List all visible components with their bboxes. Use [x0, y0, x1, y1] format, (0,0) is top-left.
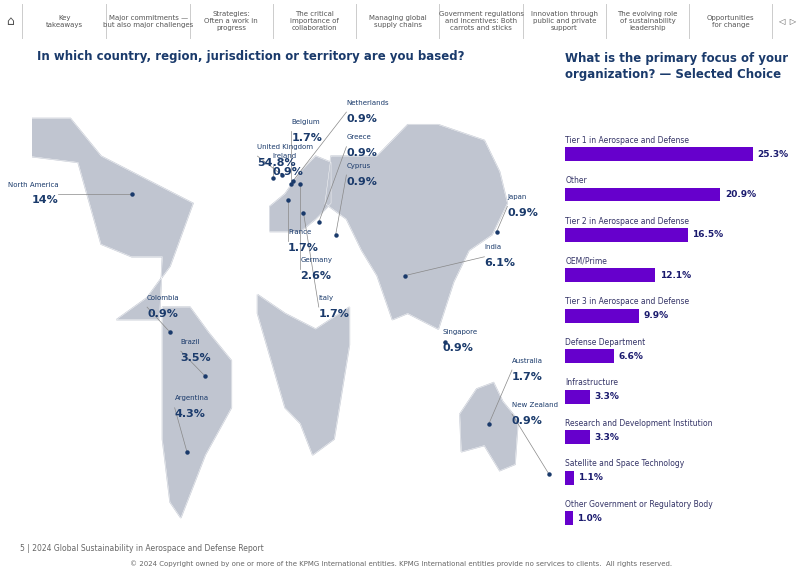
Text: Research and Development Institution: Research and Development Institution: [565, 419, 713, 428]
Text: Infrastructure: Infrastructure: [565, 378, 618, 387]
Text: 1.7%: 1.7%: [291, 133, 322, 142]
Text: 54.8%: 54.8%: [257, 158, 296, 168]
Text: In which country, region, jurisdiction or territory are you based?: In which country, region, jurisdiction o…: [37, 50, 465, 63]
Text: 0.9%: 0.9%: [273, 167, 304, 177]
Polygon shape: [325, 125, 508, 329]
Polygon shape: [460, 383, 518, 471]
Text: India: India: [484, 244, 501, 251]
Bar: [565, 430, 589, 444]
Text: Singapore: Singapore: [443, 329, 478, 336]
Text: 6.6%: 6.6%: [619, 352, 644, 361]
Text: Japan: Japan: [508, 194, 527, 200]
Bar: [565, 147, 753, 161]
Text: 20.9%: 20.9%: [725, 190, 756, 199]
Text: Greece: Greece: [346, 134, 371, 141]
Text: 3.3%: 3.3%: [594, 392, 619, 401]
Text: 2.6%: 2.6%: [301, 271, 331, 281]
Text: 12.1%: 12.1%: [659, 271, 691, 280]
Text: 3.3%: 3.3%: [594, 433, 619, 442]
Text: 0.9%: 0.9%: [346, 176, 377, 187]
Text: 5 | 2024 Global Sustainability in Aerospace and Defense Report: 5 | 2024 Global Sustainability in Aerosp…: [20, 544, 264, 553]
Bar: [565, 471, 573, 485]
Text: Innovation through
public and private
support: Innovation through public and private su…: [531, 11, 597, 31]
Polygon shape: [163, 307, 232, 518]
Bar: [565, 188, 720, 201]
Text: Defense Department: Defense Department: [565, 338, 646, 347]
Text: Tier 3 in Aerospace and Defense: Tier 3 in Aerospace and Defense: [565, 298, 690, 306]
Text: 4.3%: 4.3%: [175, 409, 205, 420]
Text: Government regulations
and incentives: Both
carrots and sticks: Government regulations and incentives: B…: [439, 11, 524, 31]
Text: Australia: Australia: [512, 358, 543, 364]
Bar: [565, 390, 589, 404]
Text: The evolving role
of sustainability
leadership: The evolving role of sustainability lead…: [618, 11, 678, 31]
Polygon shape: [257, 294, 350, 455]
Text: Tier 2 in Aerospace and Defense: Tier 2 in Aerospace and Defense: [565, 217, 690, 226]
Text: Netherlands: Netherlands: [346, 100, 389, 106]
Text: Brazil: Brazil: [180, 339, 200, 345]
Text: 25.3%: 25.3%: [757, 150, 788, 159]
Text: Managing global
supply chains: Managing global supply chains: [369, 15, 427, 28]
Bar: [565, 228, 687, 242]
Text: Ireland: Ireland: [273, 153, 297, 159]
Text: Germany: Germany: [301, 257, 332, 263]
Text: ◁  ▷: ◁ ▷: [778, 17, 796, 26]
Text: Colombia: Colombia: [147, 295, 180, 301]
Text: 14%: 14%: [31, 196, 59, 205]
Text: ⌂: ⌂: [6, 15, 14, 28]
Text: OEM/Prime: OEM/Prime: [565, 257, 607, 266]
Polygon shape: [27, 119, 193, 320]
Text: North America: North America: [7, 181, 59, 188]
Text: 1.1%: 1.1%: [578, 473, 603, 482]
Text: 0.9%: 0.9%: [346, 113, 377, 124]
Text: 0.9%: 0.9%: [512, 416, 543, 426]
Text: 0.9%: 0.9%: [443, 343, 474, 353]
Text: Tier 1 in Aerospace and Defense: Tier 1 in Aerospace and Defense: [565, 136, 690, 145]
Text: 6.1%: 6.1%: [484, 259, 516, 268]
Text: © 2024 Copyright owned by one or more of the KPMG International entities. KPMG I: © 2024 Copyright owned by one or more of…: [130, 561, 672, 567]
Text: Belgium: Belgium: [291, 119, 320, 125]
Bar: [565, 349, 614, 363]
Text: 3.5%: 3.5%: [180, 353, 212, 363]
Text: 1.7%: 1.7%: [319, 308, 350, 319]
Text: 1.7%: 1.7%: [512, 371, 543, 382]
Text: Cyprus: Cyprus: [346, 163, 371, 169]
Text: France: France: [288, 229, 311, 235]
Text: What is the primary focus of your
organization? — Selected Choice: What is the primary focus of your organi…: [565, 52, 788, 82]
Text: 1.0%: 1.0%: [577, 514, 602, 523]
Text: Satellite and Space Technology: Satellite and Space Technology: [565, 459, 685, 468]
Text: Key
takeaways: Key takeaways: [47, 15, 83, 28]
Bar: [565, 268, 655, 282]
Text: 9.9%: 9.9%: [643, 311, 668, 320]
Text: Opportunities
for change: Opportunities for change: [707, 15, 755, 28]
Text: Other: Other: [565, 176, 587, 185]
Bar: [565, 511, 573, 525]
Text: 0.9%: 0.9%: [508, 208, 538, 218]
Text: Italy: Italy: [319, 295, 334, 301]
Text: 0.9%: 0.9%: [147, 308, 178, 319]
Text: The critical
importance of
collaboration: The critical importance of collaboration: [290, 11, 339, 31]
Text: Argentina: Argentina: [175, 396, 209, 401]
Text: 1.7%: 1.7%: [288, 243, 319, 253]
Text: Major commitments —
but also major challenges: Major commitments — but also major chall…: [103, 15, 193, 28]
Text: United Kingdom: United Kingdom: [257, 144, 314, 150]
Text: New Zealand: New Zealand: [512, 402, 558, 408]
Polygon shape: [269, 156, 331, 232]
Text: 16.5%: 16.5%: [692, 230, 723, 239]
Bar: [565, 309, 638, 323]
Text: Strategies:
Often a work in
progress: Strategies: Often a work in progress: [205, 11, 258, 31]
Text: 0.9%: 0.9%: [346, 148, 377, 158]
Text: Other Government or Regulatory Body: Other Government or Regulatory Body: [565, 500, 713, 509]
